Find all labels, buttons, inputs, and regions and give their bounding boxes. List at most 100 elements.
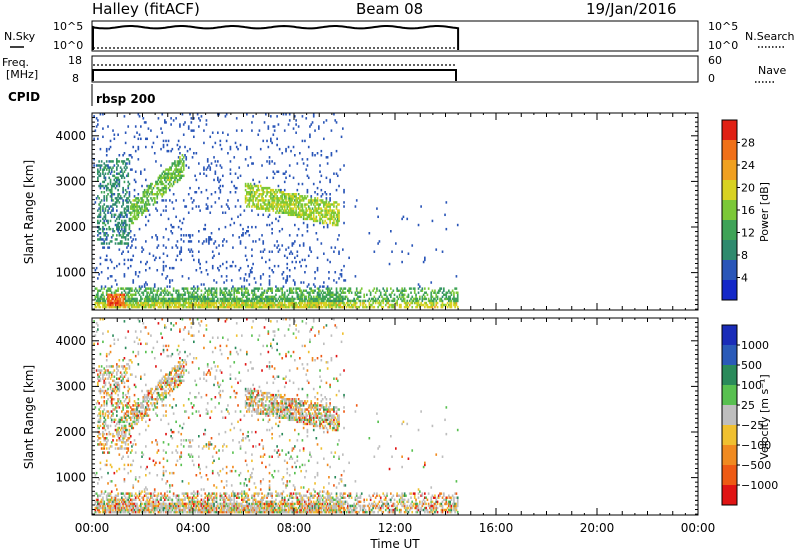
power-cell bbox=[274, 129, 276, 131]
velocity-cell bbox=[139, 511, 141, 513]
power-cell bbox=[446, 294, 448, 296]
power-cell bbox=[231, 279, 233, 281]
power-cell bbox=[329, 261, 331, 263]
power-cell bbox=[132, 238, 134, 240]
power-cell bbox=[115, 187, 117, 189]
power-cell bbox=[129, 195, 131, 197]
power-cell bbox=[307, 224, 309, 226]
power-cell bbox=[138, 146, 140, 148]
velocity-cell bbox=[124, 376, 126, 378]
power-cell bbox=[264, 290, 266, 292]
power-cell bbox=[236, 129, 238, 131]
power-cell bbox=[307, 230, 309, 232]
power-cell bbox=[106, 232, 108, 234]
power-cell bbox=[110, 220, 112, 222]
date-title: 19/Jan/2016 bbox=[586, 0, 677, 18]
power-cell bbox=[327, 224, 329, 226]
velocity-cell bbox=[124, 357, 126, 359]
power-cell bbox=[95, 201, 97, 203]
power-cell bbox=[172, 201, 174, 203]
nave-label: Nave bbox=[758, 64, 786, 77]
power-cell bbox=[121, 226, 123, 228]
power-cell bbox=[114, 193, 116, 195]
power-cell bbox=[323, 285, 325, 287]
velocity-cell bbox=[117, 492, 119, 494]
power-cell bbox=[332, 306, 334, 308]
power-cell bbox=[122, 162, 124, 164]
power-cell bbox=[98, 160, 100, 162]
power-cell bbox=[336, 121, 338, 123]
power-cell bbox=[265, 195, 267, 197]
power-cell bbox=[307, 285, 309, 287]
power-cell bbox=[100, 175, 102, 177]
power-cell bbox=[185, 205, 187, 207]
power-cell bbox=[97, 277, 99, 279]
power-cell bbox=[343, 189, 345, 191]
velocity-cell bbox=[96, 511, 98, 513]
power-cell bbox=[399, 294, 401, 296]
power-cell bbox=[102, 185, 104, 187]
power-cell bbox=[98, 197, 100, 199]
power-cell bbox=[323, 281, 325, 283]
power-cell bbox=[307, 189, 309, 191]
power-cell bbox=[144, 168, 146, 170]
power-cell bbox=[100, 187, 102, 189]
power-cell bbox=[116, 205, 118, 207]
velocity-cell bbox=[141, 419, 143, 421]
power-cell bbox=[100, 173, 102, 175]
power-cell bbox=[249, 273, 251, 275]
power-cell bbox=[169, 267, 171, 269]
power-cell bbox=[326, 193, 328, 195]
power-cell bbox=[105, 285, 107, 287]
power-cell bbox=[297, 251, 299, 253]
power-cell bbox=[394, 294, 396, 296]
power-cell bbox=[215, 160, 217, 162]
power-cell bbox=[145, 240, 147, 242]
power-cell bbox=[220, 179, 222, 181]
power-cell bbox=[447, 306, 449, 308]
velocity-cell bbox=[107, 388, 109, 390]
power-cell bbox=[317, 267, 319, 269]
power-cell bbox=[284, 255, 286, 257]
power-cell bbox=[192, 234, 194, 236]
velocity-cell bbox=[130, 419, 132, 421]
power-cell bbox=[110, 179, 112, 181]
power-cell bbox=[201, 290, 203, 292]
power-cell bbox=[146, 138, 148, 140]
power-cell bbox=[317, 197, 319, 199]
power-cell bbox=[107, 212, 109, 214]
power-cell bbox=[274, 173, 276, 175]
power-cell bbox=[336, 173, 338, 175]
power-cell bbox=[305, 265, 307, 267]
power-cell bbox=[456, 275, 458, 277]
velocity-cell bbox=[129, 511, 131, 513]
power-cell bbox=[213, 179, 215, 181]
power-cell bbox=[145, 121, 147, 123]
power-cell bbox=[227, 205, 229, 207]
power-cell bbox=[326, 199, 328, 201]
velocity-cell bbox=[112, 334, 114, 336]
power-cell bbox=[255, 199, 257, 201]
power-cell bbox=[336, 189, 338, 191]
velocity-cell bbox=[145, 474, 147, 476]
velocity-cell bbox=[111, 419, 113, 421]
power-cell bbox=[163, 269, 165, 271]
power-cell bbox=[327, 259, 329, 261]
power-cell bbox=[275, 189, 277, 191]
velocity-cell bbox=[106, 464, 108, 466]
velocity-cell bbox=[126, 429, 128, 431]
power-cell bbox=[117, 164, 119, 166]
power-cell bbox=[156, 209, 158, 211]
power-cell bbox=[126, 214, 128, 216]
power-cell bbox=[261, 257, 263, 259]
velocity-cell bbox=[98, 478, 100, 480]
velocity-cell bbox=[114, 376, 116, 378]
power-cell bbox=[170, 123, 172, 125]
velocity-cell bbox=[100, 425, 102, 427]
power-cell bbox=[240, 224, 242, 226]
power-cell bbox=[321, 150, 323, 152]
velocity-cell bbox=[97, 482, 99, 484]
power-cell bbox=[321, 189, 323, 191]
power-cell bbox=[345, 292, 347, 294]
power-cell bbox=[268, 146, 270, 148]
